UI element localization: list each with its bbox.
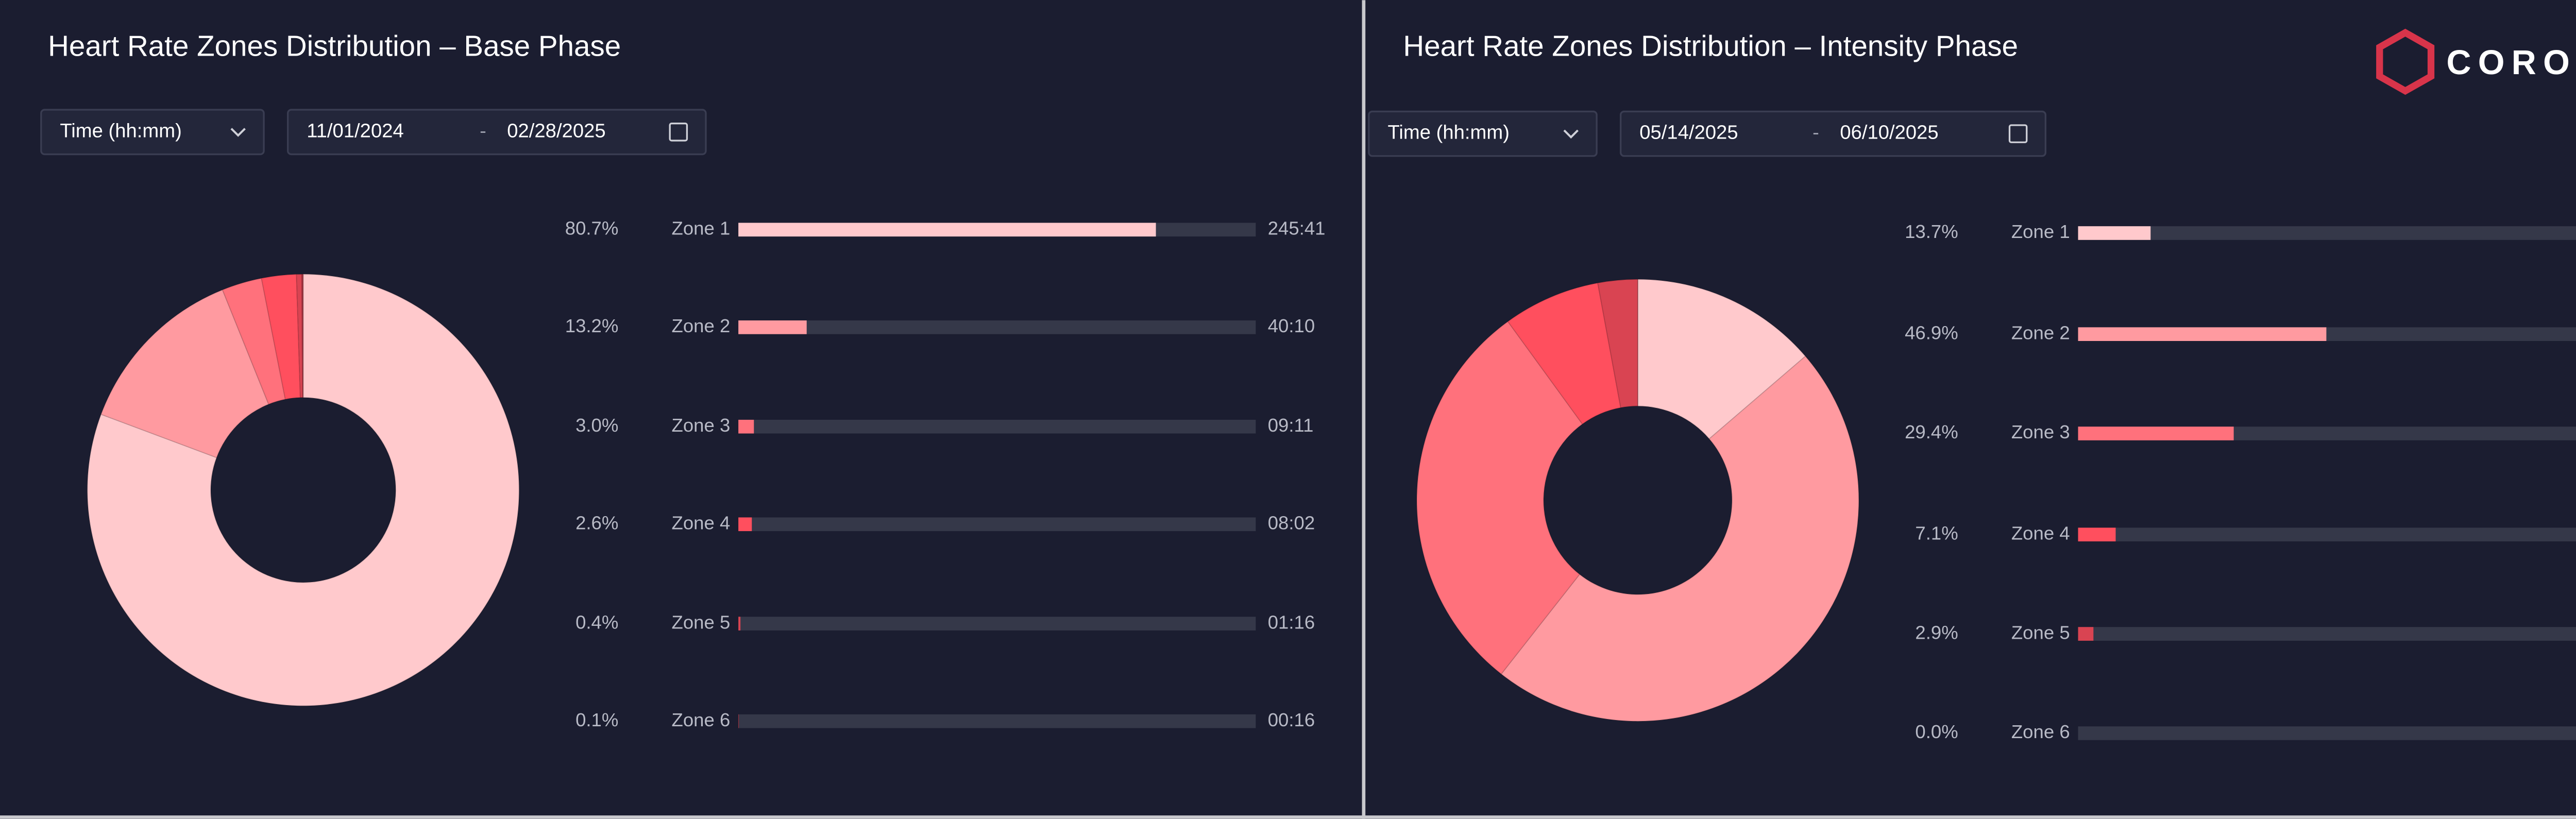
- end-date: 06/10/2025: [1840, 122, 1938, 144]
- percent-label: 2.9%: [1915, 622, 1958, 643]
- percent-label: 46.9%: [1905, 322, 1958, 343]
- zone-label: Zone 5: [2011, 622, 2070, 643]
- bar: [2078, 327, 2327, 341]
- percent-label: 0.4%: [575, 611, 618, 633]
- bottom-border: [0, 815, 2576, 819]
- metric-dropdown[interactable]: [40, 109, 265, 156]
- metric-label: Time (hh:mm): [60, 120, 181, 142]
- percent-label: 7.1%: [1915, 522, 1958, 543]
- donut-slice: [87, 274, 520, 707]
- duration-label: 01:16: [1268, 611, 1315, 633]
- zone-label: Zone 5: [672, 611, 731, 633]
- date-separator: -: [480, 120, 486, 142]
- donut-slice: [261, 274, 301, 400]
- zone-label: Zone 4: [2011, 522, 2070, 543]
- bar: [738, 320, 807, 334]
- date-separator: -: [1812, 122, 1819, 144]
- dropdown-chevron: [230, 128, 246, 137]
- percent-label: 80.7%: [565, 218, 619, 239]
- start-date: 05/14/2025: [1639, 122, 1738, 144]
- zone-label: Zone 1: [672, 218, 731, 239]
- calendar-icon: [669, 123, 688, 142]
- zone-label: Zone 1: [2011, 221, 2070, 242]
- bar: [2078, 527, 2116, 542]
- bar: [738, 517, 752, 532]
- logo: COROS: [2376, 28, 2576, 95]
- bar: [738, 223, 1156, 237]
- zone-label: Zone 3: [2011, 421, 2070, 442]
- percent-label: 13.7%: [1905, 221, 1958, 242]
- donut-slice: [100, 289, 269, 458]
- chart-title: Heart Rate Zones Distribution – Intensit…: [1403, 29, 2018, 62]
- bar: [2078, 627, 2094, 641]
- bar-track: [738, 714, 1256, 728]
- zone-label: Zone 6: [672, 709, 731, 730]
- logo-text: COROS: [2446, 44, 2576, 82]
- duration-label: 00:16: [1268, 709, 1315, 730]
- donut-slice: [1597, 279, 1638, 408]
- metric-label: Time (hh:mm): [1387, 122, 1509, 144]
- bar: [2078, 226, 2151, 240]
- metric-dropdown[interactable]: [1368, 110, 1598, 157]
- duration-label: 40:10: [1268, 315, 1315, 336]
- percent-label: 3.0%: [575, 415, 618, 436]
- zone-label: Zone 3: [672, 415, 731, 436]
- donut-slice: [1416, 320, 1583, 675]
- zone-label: Zone 6: [2011, 721, 2070, 742]
- zone-label: Zone 2: [672, 315, 731, 336]
- bar-track: [2078, 726, 2576, 740]
- donut-slice: [301, 274, 304, 398]
- zone-label: Zone 2: [2011, 322, 2070, 343]
- bar-track: [738, 419, 1256, 434]
- date-range-picker[interactable]: [1620, 110, 2047, 157]
- zone-label: Zone 4: [672, 512, 731, 533]
- bar: [2078, 426, 2234, 440]
- percent-label: 13.2%: [565, 315, 619, 336]
- percent-label: 0.0%: [1915, 721, 1958, 742]
- bar: [738, 617, 741, 630]
- bar: [738, 714, 739, 728]
- logo-mark: [2376, 28, 2435, 95]
- bar-track: [738, 320, 1256, 334]
- end-date: 02/28/2025: [507, 120, 605, 142]
- bar-track: [2078, 226, 2576, 240]
- date-range-picker[interactable]: [286, 109, 707, 156]
- dropdown-chevron: [1563, 129, 1579, 139]
- donut-slice: [1500, 355, 1859, 722]
- calendar-icon: [2008, 124, 2028, 143]
- chart-title: Heart Rate Zones Distribution – Base Pha…: [48, 29, 621, 62]
- bar-track: [738, 617, 1256, 630]
- start-date: 11/01/2024: [307, 120, 404, 142]
- duration-label: 08:02: [1268, 512, 1315, 533]
- bar-track: [2078, 527, 2576, 542]
- donut-slice: [222, 278, 286, 405]
- duration-label: 245:41: [1268, 218, 1326, 239]
- donut-slice: [1637, 279, 1806, 440]
- donut-slice: [1507, 282, 1621, 425]
- duration-label: 09:11: [1268, 415, 1314, 436]
- bar-track: [738, 517, 1256, 532]
- bar-track: [2078, 627, 2576, 641]
- bar: [738, 419, 754, 434]
- panel-divider: [1362, 0, 1366, 819]
- percent-label: 2.6%: [575, 512, 618, 533]
- percent-label: 29.4%: [1905, 421, 1958, 442]
- percent-label: 0.1%: [575, 709, 618, 730]
